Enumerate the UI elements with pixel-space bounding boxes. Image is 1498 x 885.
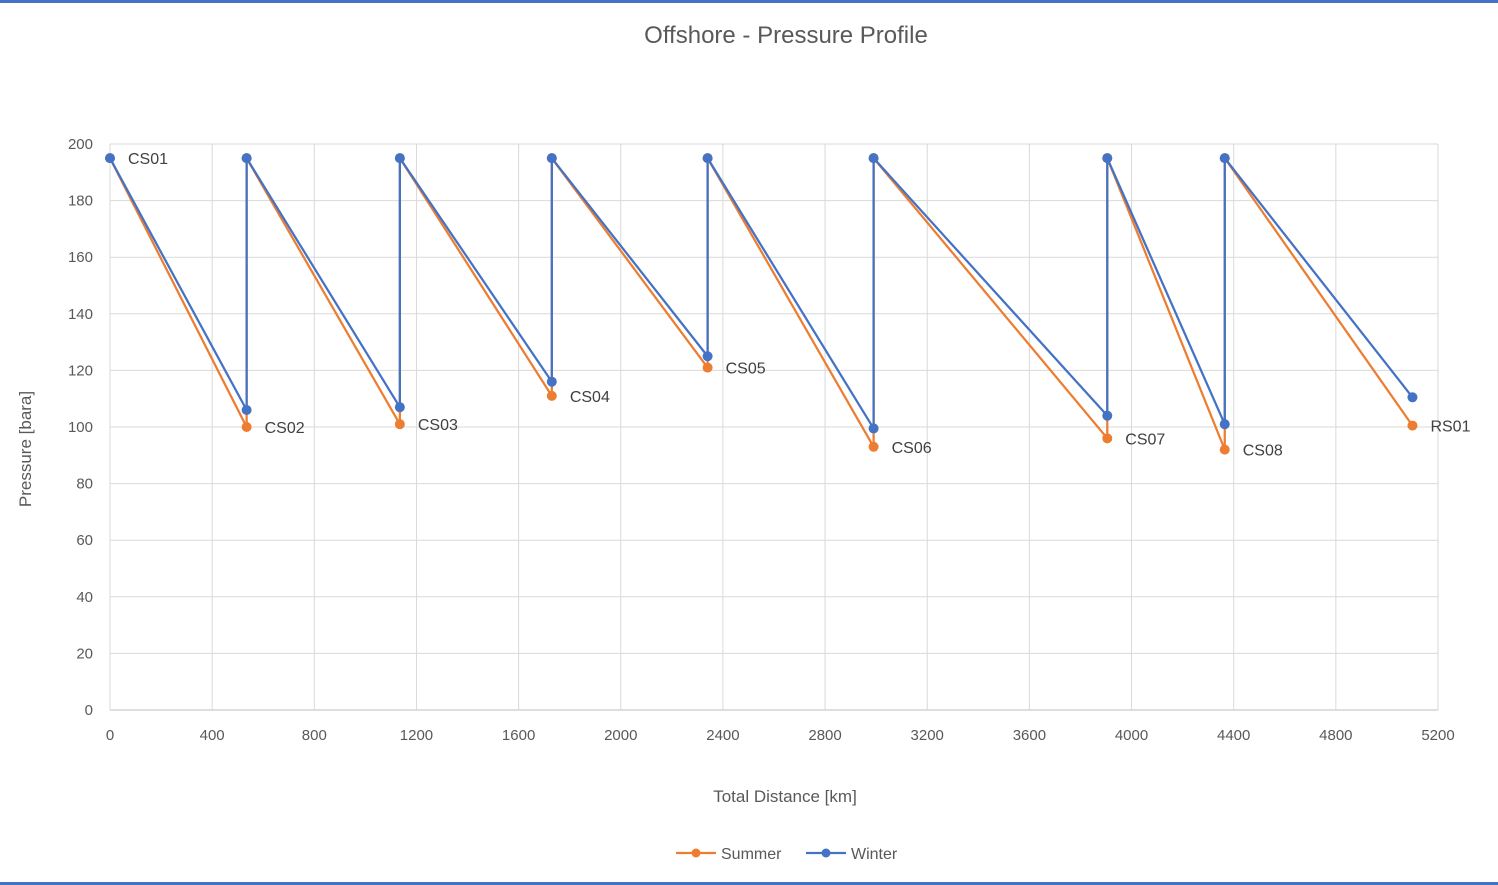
y-tick-label: 60 <box>76 532 93 549</box>
winter-data-point <box>546 376 557 387</box>
station-label-cs07: CS07 <box>1125 431 1165 448</box>
summer-data-point <box>1219 444 1230 455</box>
legend-winter-label: Winter <box>851 846 898 863</box>
y-tick-label: 100 <box>68 419 93 436</box>
station-label-cs01: CS01 <box>128 151 168 168</box>
winter-data-point <box>1102 410 1113 421</box>
x-tick-label: 400 <box>200 727 225 744</box>
x-tick-label: 3600 <box>1013 727 1046 744</box>
y-axis-ticks: 0 20 40 60 80 100 120 140 160 180 200 <box>68 136 93 719</box>
series-group <box>105 153 1418 455</box>
summer-data-point <box>868 441 879 452</box>
legend-summer-marker <box>691 848 701 858</box>
x-tick-label: 3200 <box>911 727 944 744</box>
x-axis-ticks: 0 400 800 1200 1600 2000 2400 2800 3200 3600 4000 4… <box>106 727 1455 744</box>
legend: Summer Winter <box>676 846 898 863</box>
winter-data-point <box>1219 419 1230 430</box>
legend-winter-marker <box>821 848 831 858</box>
gridlines <box>109 143 1439 711</box>
y-tick-label: 200 <box>68 136 93 153</box>
x-tick-label: 800 <box>302 727 327 744</box>
winter-data-point <box>241 405 252 416</box>
x-tick-label: 1600 <box>502 727 535 744</box>
y-tick-label: 140 <box>68 306 93 323</box>
station-label-cs05: CS05 <box>726 361 766 378</box>
data-labels: CS01 CS02 CS03 CS04 CS05 CS06 CS07 CS08 RS01 <box>128 151 1471 459</box>
winter-data-point <box>105 153 115 164</box>
winter-data-point <box>702 351 713 362</box>
y-tick-label: 160 <box>68 249 93 266</box>
y-tick-label: 40 <box>76 589 93 606</box>
x-tick-label: 4400 <box>1217 727 1250 744</box>
winter-data-point <box>241 153 252 164</box>
summer-data-point <box>241 422 252 432</box>
winter-data-point <box>1102 153 1113 164</box>
x-tick-label: 1200 <box>400 727 433 744</box>
station-label-cs04: CS04 <box>570 389 610 406</box>
y-tick-label: 180 <box>68 193 93 210</box>
summer-data-point <box>546 390 557 401</box>
x-tick-label: 2800 <box>808 727 841 744</box>
station-label-cs06: CS06 <box>892 440 932 457</box>
winter-data-point <box>1219 153 1230 164</box>
chart-title: Offshore - Pressure Profile <box>644 22 928 49</box>
y-tick-label: 120 <box>68 362 93 379</box>
summer-data-point <box>394 419 405 430</box>
winter-data-point <box>1407 392 1418 403</box>
winter-data-point <box>394 402 405 413</box>
winter-data-point <box>868 153 879 164</box>
y-axis-title: Pressure [bara] <box>16 391 35 507</box>
x-axis-title: Total Distance [km] <box>713 787 857 806</box>
summer-data-point <box>1407 420 1418 431</box>
winter-series-line <box>109 157 1414 430</box>
x-tick-label: 4000 <box>1115 727 1148 744</box>
x-tick-label: 0 <box>106 727 114 744</box>
station-label-rs01: RS01 <box>1430 419 1470 436</box>
station-label-cs02: CS02 <box>265 420 305 437</box>
y-tick-label: 0 <box>85 702 93 719</box>
winter-data-point <box>546 153 557 164</box>
summer-data-point <box>702 362 713 373</box>
station-label-cs03: CS03 <box>418 417 458 434</box>
y-tick-label: 20 <box>76 645 93 662</box>
winter-data-point <box>868 423 879 434</box>
legend-summer-label: Summer <box>721 846 782 863</box>
summer-data-point <box>1102 433 1113 444</box>
x-tick-label: 2400 <box>706 727 739 744</box>
x-tick-label: 5200 <box>1421 727 1454 744</box>
winter-data-point <box>394 153 405 164</box>
x-tick-label: 2000 <box>604 727 637 744</box>
station-label-cs08: CS08 <box>1243 443 1283 460</box>
x-tick-label: 4800 <box>1319 727 1352 744</box>
y-tick-label: 80 <box>76 476 93 493</box>
winter-data-point <box>702 153 713 164</box>
